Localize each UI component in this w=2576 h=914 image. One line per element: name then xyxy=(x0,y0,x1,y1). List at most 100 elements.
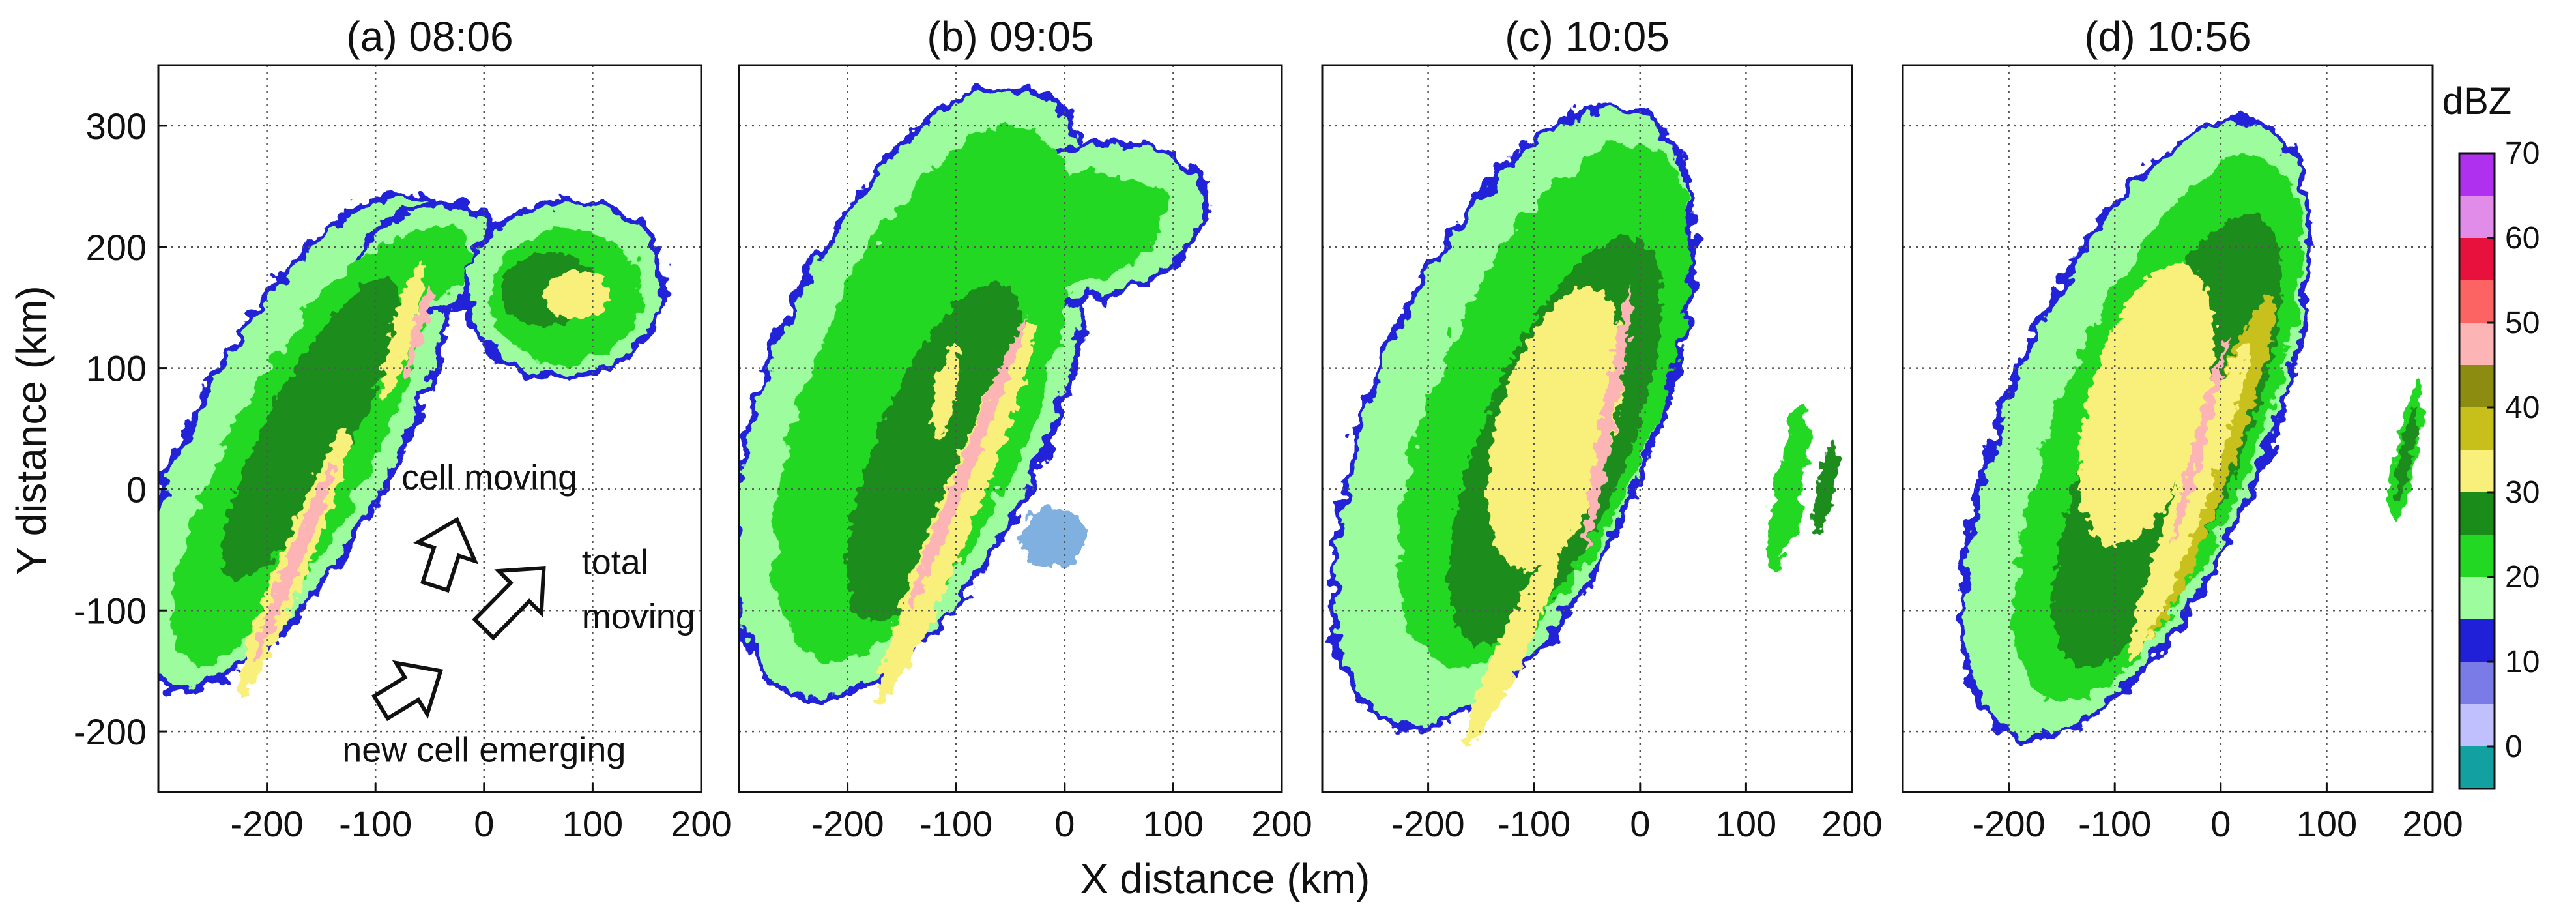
x-tick-label: 0 xyxy=(2210,803,2231,844)
x-tick-label: 100 xyxy=(1143,803,1204,844)
panel-d: (d) 10:56 -200 -100 0 100 200 xyxy=(1902,13,2463,844)
direction-arrow xyxy=(371,660,444,722)
panel-frame xyxy=(1902,64,2434,793)
annotation-text: cell moving xyxy=(401,458,577,497)
colorbar-swatch xyxy=(2459,704,2495,746)
echo-dark-green xyxy=(2395,405,2417,501)
colorbar-frame xyxy=(2458,152,2496,790)
colorbar-swatch xyxy=(2459,619,2495,662)
annotation-text: moving xyxy=(582,597,695,636)
colorbar-swatch xyxy=(2459,492,2495,535)
x-tick-label: 100 xyxy=(562,803,623,844)
x-tick-label: 200 xyxy=(1251,803,1312,844)
colorbar-tick-label: 50 xyxy=(2505,306,2540,340)
echo-green xyxy=(985,171,1166,287)
reflectivity-field xyxy=(739,83,1210,705)
panel-frame xyxy=(157,64,702,793)
colorbar-swatch xyxy=(2459,662,2495,704)
colorbar-title: dBZ xyxy=(2442,80,2511,123)
x-axis-label: X distance (km) xyxy=(1080,855,1370,902)
annotation-text: new cell emerging xyxy=(342,731,626,770)
y-axis-label: Y distance (km) xyxy=(8,286,55,574)
y-tick-label: -200 xyxy=(74,711,147,752)
echo-yellow xyxy=(2079,263,2214,546)
echo-core xyxy=(847,282,1087,705)
direction-arrow xyxy=(413,516,479,593)
echo-pink xyxy=(252,460,336,664)
x-tick-label: -200 xyxy=(1392,803,1465,844)
echo-core xyxy=(1448,237,1838,746)
colorbar-swatch xyxy=(2459,196,2495,238)
panel-c: (c) 10:05 -200 -100 0 100 200 xyxy=(1321,13,1883,844)
x-tick-label: -200 xyxy=(231,803,304,844)
x-tick-label: 200 xyxy=(2402,803,2463,844)
colorbar: 70 60 50 40 30 20 10 0 dBZ xyxy=(2442,80,2540,790)
echo-core xyxy=(2053,214,2417,668)
colorbar-swatch xyxy=(2459,450,2495,492)
x-tick-label: -100 xyxy=(1498,803,1570,844)
echo-core xyxy=(222,252,609,697)
echo-pink xyxy=(1584,285,1633,548)
x-tick-label: 0 xyxy=(1054,803,1075,844)
colorbar-swatch xyxy=(2459,238,2495,280)
colorbar-swatch xyxy=(2459,535,2495,577)
panel-b: (b) 09:05 -200 -100 0 100 200 xyxy=(738,13,1312,844)
colorbar-tick-label: 20 xyxy=(2505,560,2540,595)
colorbar-swatch xyxy=(2459,746,2495,789)
echo-yellow xyxy=(2129,342,2249,661)
x-tick-label: 200 xyxy=(671,803,731,844)
echo-yellow xyxy=(931,344,959,441)
reflectivity-field xyxy=(1960,115,2423,743)
echo-pink xyxy=(2171,335,2229,546)
colorbar-tick-label: 60 xyxy=(2505,221,2540,256)
panel-frame xyxy=(1321,64,1853,793)
x-tick-label: -200 xyxy=(811,803,884,844)
x-tick-label: 100 xyxy=(2296,803,2357,844)
echo-green xyxy=(1767,405,1810,573)
panel-title: (c) 10:05 xyxy=(1505,13,1670,60)
y-tick-label: 200 xyxy=(86,227,147,268)
echo-pink xyxy=(907,319,1027,612)
colorbar-swatch xyxy=(2459,280,2495,323)
colorbar-tick-label: 70 xyxy=(2505,136,2540,171)
y-tick-label: 0 xyxy=(126,469,147,510)
echo-light-blue xyxy=(1021,507,1087,568)
colorbar-swatch xyxy=(2459,153,2495,196)
echo-outline xyxy=(158,189,670,692)
panel-title: (a) 08:06 xyxy=(346,13,513,60)
panel-a: (a) 08:06 -200 -100 0 100 200 -200 -100 0 100 200 3… xyxy=(74,13,732,844)
colorbar-tick-label: 10 xyxy=(2505,645,2540,679)
colorbar-swatch xyxy=(2459,577,2495,619)
x-tick-label: 200 xyxy=(1821,803,1882,844)
colorbar-swatch xyxy=(2459,407,2495,450)
echo-dark-green xyxy=(847,282,1022,623)
x-tick-label: -100 xyxy=(2078,803,2151,844)
echo-yellow xyxy=(1465,548,1561,746)
x-tick-label: -100 xyxy=(339,803,412,844)
echo-yellow xyxy=(381,261,424,402)
annotation-text: total xyxy=(582,543,648,582)
x-tick-label: 100 xyxy=(1716,803,1776,844)
x-tick-label: 0 xyxy=(1630,803,1650,844)
echo-dark-green xyxy=(222,277,399,580)
echo-yellow xyxy=(876,322,1035,705)
y-tick-label: -100 xyxy=(74,590,147,631)
colorbar-tick-label: 40 xyxy=(2505,391,2540,425)
y-tick-label: 100 xyxy=(86,348,147,389)
y-tick-label: 300 xyxy=(86,106,147,147)
x-tick-label: -200 xyxy=(1973,803,2046,844)
colorbar-swatch xyxy=(2459,323,2495,365)
panel-frame xyxy=(738,64,1283,793)
colorbar-swatch xyxy=(2459,365,2495,407)
x-tick-label: 0 xyxy=(474,803,494,844)
echo-green xyxy=(377,227,472,303)
colorbar-tick-label: 30 xyxy=(2505,475,2540,510)
x-tick-label: -100 xyxy=(919,803,992,844)
colorbar-tick-label: 0 xyxy=(2505,730,2523,764)
panel-title: (d) 10:56 xyxy=(2084,13,2251,60)
reflectivity-field xyxy=(158,189,670,697)
echo-pink xyxy=(405,285,433,379)
panel-title: (b) 09:05 xyxy=(927,13,1093,60)
